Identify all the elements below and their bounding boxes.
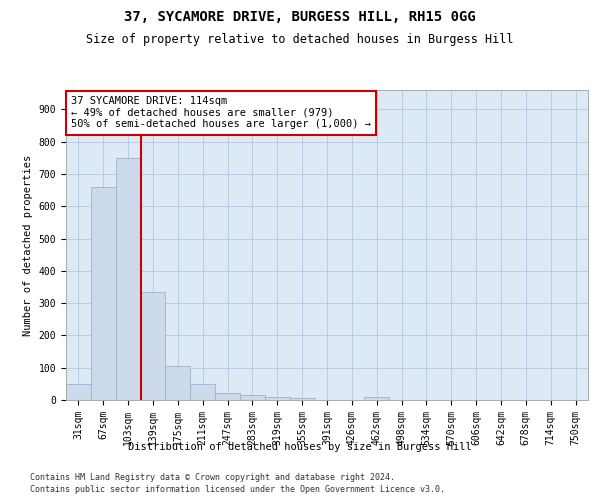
Y-axis label: Number of detached properties: Number of detached properties bbox=[23, 154, 33, 336]
Bar bbox=[91, 187, 116, 400]
Bar bbox=[240, 394, 265, 400]
Text: 37, SYCAMORE DRIVE, BURGESS HILL, RH15 0GG: 37, SYCAMORE DRIVE, BURGESS HILL, RH15 0… bbox=[124, 10, 476, 24]
Bar bbox=[116, 158, 140, 400]
Bar bbox=[66, 384, 91, 400]
Bar bbox=[265, 397, 290, 400]
Bar bbox=[215, 393, 240, 400]
Text: Size of property relative to detached houses in Burgess Hill: Size of property relative to detached ho… bbox=[86, 32, 514, 46]
Bar bbox=[166, 366, 190, 400]
Text: 37 SYCAMORE DRIVE: 114sqm
← 49% of detached houses are smaller (979)
50% of semi: 37 SYCAMORE DRIVE: 114sqm ← 49% of detac… bbox=[71, 96, 371, 130]
Text: Distribution of detached houses by size in Burgess Hill: Distribution of detached houses by size … bbox=[128, 442, 472, 452]
Bar bbox=[190, 384, 215, 400]
Text: Contains public sector information licensed under the Open Government Licence v3: Contains public sector information licen… bbox=[30, 485, 445, 494]
Text: Contains HM Land Registry data © Crown copyright and database right 2024.: Contains HM Land Registry data © Crown c… bbox=[30, 472, 395, 482]
Bar bbox=[140, 292, 166, 400]
Bar bbox=[290, 398, 314, 400]
Bar bbox=[364, 398, 389, 400]
